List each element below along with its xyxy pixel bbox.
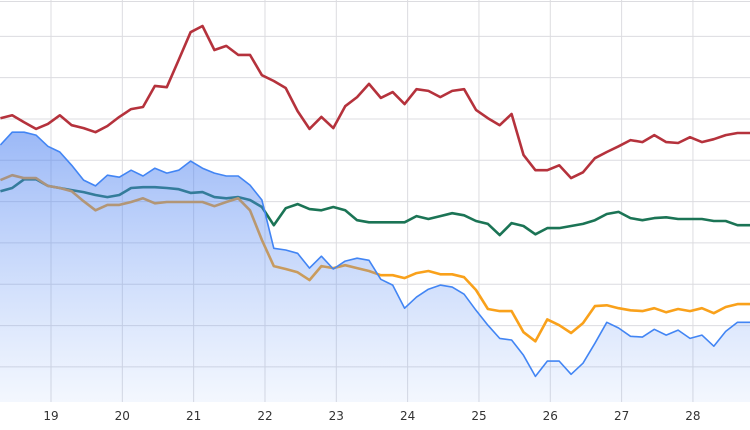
x-tick-label: 21 — [186, 409, 201, 423]
area-series — [0, 131, 750, 402]
x-tick-label: 28 — [685, 409, 700, 423]
x-tick-label: 25 — [471, 409, 486, 423]
x-tick-label: 22 — [257, 409, 272, 423]
x-tick-label: 23 — [329, 409, 344, 423]
x-tick-label: 24 — [400, 409, 415, 423]
series-blue-line — [0, 131, 750, 378]
series-red-line — [0, 24, 750, 180]
x-tick-label: 19 — [43, 409, 58, 423]
x-tick-label: 26 — [543, 409, 558, 423]
x-tick-label: 20 — [115, 409, 130, 423]
x-tick-label: 27 — [614, 409, 629, 423]
x-axis-ticks: 19 20 21 22 23 24 25 26 27 28 — [43, 409, 700, 423]
series-blue-area-fill — [0, 132, 750, 402]
